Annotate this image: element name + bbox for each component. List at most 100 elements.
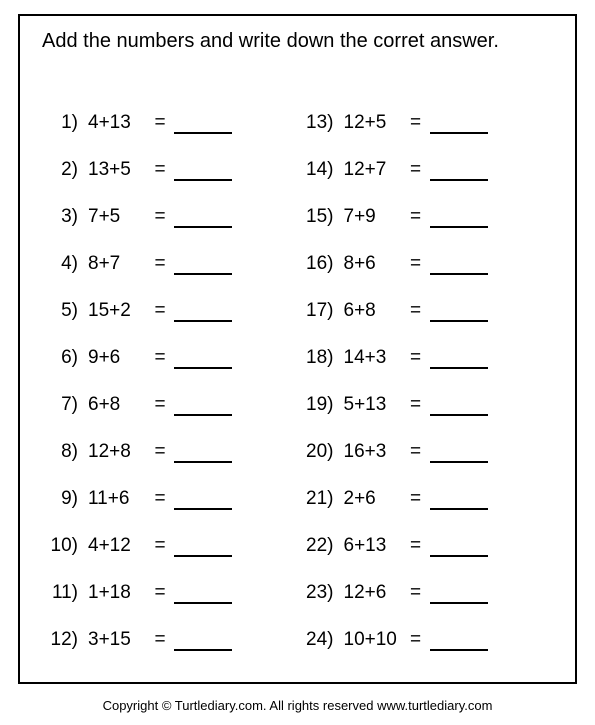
equals-sign: = <box>406 441 426 463</box>
problem-number: 11) <box>42 582 82 604</box>
answer-blank[interactable] <box>430 116 488 134</box>
problem-row: 14)12+7= <box>298 134 554 181</box>
problem-number: 7) <box>42 394 82 416</box>
problem-row: 2)13+5= <box>42 134 298 181</box>
answer-blank[interactable] <box>174 116 232 134</box>
answer-blank[interactable] <box>430 163 488 181</box>
problem-row: 16)8+6= <box>298 228 554 275</box>
problem-row: 13)12+5= <box>298 87 554 134</box>
problem-row: 6)9+6= <box>42 322 298 369</box>
equals-sign: = <box>150 394 170 416</box>
answer-blank[interactable] <box>430 445 488 463</box>
problem-row: 9)11+6= <box>42 463 298 510</box>
problem-number: 17) <box>298 300 338 322</box>
answer-blank[interactable] <box>430 257 488 275</box>
problem-row: 18)14+3= <box>298 322 554 369</box>
answer-blank[interactable] <box>430 539 488 557</box>
problem-row: 22)6+13= <box>298 510 554 557</box>
problem-number: 5) <box>42 300 82 322</box>
problem-number: 22) <box>298 535 338 557</box>
equals-sign: = <box>406 253 426 275</box>
problem-expression: 4+12 <box>82 535 150 557</box>
problem-row: 19)5+13= <box>298 369 554 416</box>
problem-number: 16) <box>298 253 338 275</box>
problem-expression: 15+2 <box>82 300 150 322</box>
problem-row: 15)7+9= <box>298 181 554 228</box>
answer-blank[interactable] <box>174 398 232 416</box>
problem-number: 15) <box>298 206 338 228</box>
answer-blank[interactable] <box>174 257 232 275</box>
problem-expression: 12+5 <box>338 112 406 134</box>
problem-number: 2) <box>42 159 82 181</box>
left-column: 1)4+13=2)13+5=3)7+5=4)8+7=5)15+2=6)9+6=7… <box>42 87 298 651</box>
problem-expression: 12+6 <box>338 582 406 604</box>
problem-row: 21)2+6= <box>298 463 554 510</box>
equals-sign: = <box>150 535 170 557</box>
problem-expression: 6+8 <box>82 394 150 416</box>
problem-expression: 6+13 <box>338 535 406 557</box>
problem-row: 7)6+8= <box>42 369 298 416</box>
answer-blank[interactable] <box>430 492 488 510</box>
problem-number: 20) <box>298 441 338 463</box>
answer-blank[interactable] <box>174 304 232 322</box>
answer-blank[interactable] <box>174 351 232 369</box>
problem-expression: 4+13 <box>82 112 150 134</box>
right-column: 13)12+5=14)12+7=15)7+9=16)8+6=17)6+8=18)… <box>298 87 554 651</box>
problem-expression: 14+3 <box>338 347 406 369</box>
problem-number: 9) <box>42 488 82 510</box>
equals-sign: = <box>406 159 426 181</box>
problem-row: 8)12+8= <box>42 416 298 463</box>
problem-number: 21) <box>298 488 338 510</box>
problem-number: 1) <box>42 112 82 134</box>
equals-sign: = <box>406 300 426 322</box>
problem-number: 3) <box>42 206 82 228</box>
problem-expression: 12+7 <box>338 159 406 181</box>
problem-row: 10)4+12= <box>42 510 298 557</box>
problem-expression: 5+13 <box>338 394 406 416</box>
equals-sign: = <box>150 441 170 463</box>
equals-sign: = <box>406 488 426 510</box>
problem-number: 18) <box>298 347 338 369</box>
problem-row: 3)7+5= <box>42 181 298 228</box>
equals-sign: = <box>150 629 170 651</box>
answer-blank[interactable] <box>174 210 232 228</box>
answer-blank[interactable] <box>430 351 488 369</box>
problem-expression: 8+6 <box>338 253 406 275</box>
answer-blank[interactable] <box>174 445 232 463</box>
problem-expression: 6+8 <box>338 300 406 322</box>
answer-blank[interactable] <box>430 398 488 416</box>
equals-sign: = <box>406 582 426 604</box>
problem-expression: 2+6 <box>338 488 406 510</box>
problem-row: 23)12+6= <box>298 557 554 604</box>
problem-row: 11)1+18= <box>42 557 298 604</box>
equals-sign: = <box>150 112 170 134</box>
problem-expression: 10+10 <box>338 629 406 651</box>
problem-row: 5)15+2= <box>42 275 298 322</box>
problem-number: 23) <box>298 582 338 604</box>
answer-blank[interactable] <box>174 633 232 651</box>
copyright-footer: Copyright © Turtlediary.com. All rights … <box>0 698 595 713</box>
problem-row: 4)8+7= <box>42 228 298 275</box>
problem-expression: 1+18 <box>82 582 150 604</box>
problem-expression: 13+5 <box>82 159 150 181</box>
instruction-text: Add the numbers and write down the corre… <box>42 30 553 53</box>
answer-blank[interactable] <box>430 633 488 651</box>
answer-blank[interactable] <box>174 539 232 557</box>
answer-blank[interactable] <box>430 210 488 228</box>
problem-expression: 7+9 <box>338 206 406 228</box>
answer-blank[interactable] <box>174 492 232 510</box>
problem-number: 8) <box>42 441 82 463</box>
problem-expression: 8+7 <box>82 253 150 275</box>
equals-sign: = <box>150 300 170 322</box>
answer-blank[interactable] <box>174 163 232 181</box>
answer-blank[interactable] <box>430 304 488 322</box>
answer-blank[interactable] <box>430 586 488 604</box>
problem-row: 1)4+13= <box>42 87 298 134</box>
problem-number: 10) <box>42 535 82 557</box>
worksheet-frame: Add the numbers and write down the corre… <box>18 14 577 684</box>
equals-sign: = <box>406 206 426 228</box>
problem-row: 24)10+10= <box>298 604 554 651</box>
problem-number: 14) <box>298 159 338 181</box>
problem-number: 12) <box>42 629 82 651</box>
answer-blank[interactable] <box>174 586 232 604</box>
